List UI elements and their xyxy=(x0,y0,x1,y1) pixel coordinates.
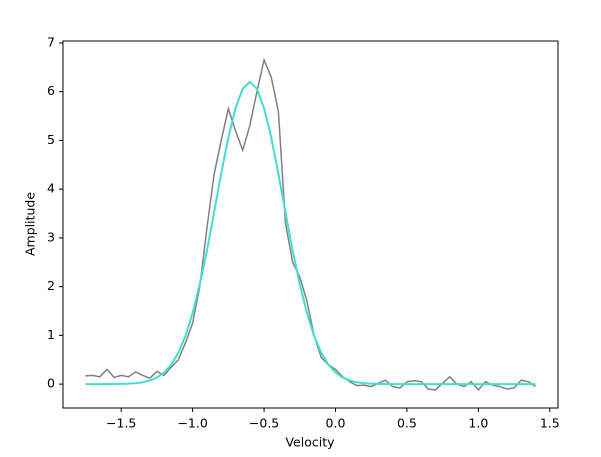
y-tick-label: 6 xyxy=(47,83,55,98)
y-tick-label: 4 xyxy=(47,181,55,196)
x-tick-label: 0.0 xyxy=(326,416,346,431)
plot-frame xyxy=(62,40,559,409)
y-tick-label: 5 xyxy=(47,132,55,147)
x-tick-label: 1.5 xyxy=(540,416,560,431)
y-tick-label: 2 xyxy=(47,278,55,293)
x-tick-label: 1.0 xyxy=(468,416,488,431)
data-line xyxy=(85,57,536,392)
y-tick-label: 3 xyxy=(47,229,55,244)
x-tick-label: −0.5 xyxy=(249,416,279,431)
data-line xyxy=(85,80,536,386)
x-tick-label: −1.0 xyxy=(177,416,207,431)
y-tick-label: 1 xyxy=(47,327,55,342)
y-tick-label: 0 xyxy=(47,376,55,391)
x-tick-label: 0.5 xyxy=(397,416,417,431)
x-axis-label: Velocity xyxy=(285,435,335,450)
x-tick-label: −1.5 xyxy=(106,416,136,431)
y-tick-label: 7 xyxy=(47,34,55,49)
y-axis-label: Amplitude xyxy=(23,192,38,256)
